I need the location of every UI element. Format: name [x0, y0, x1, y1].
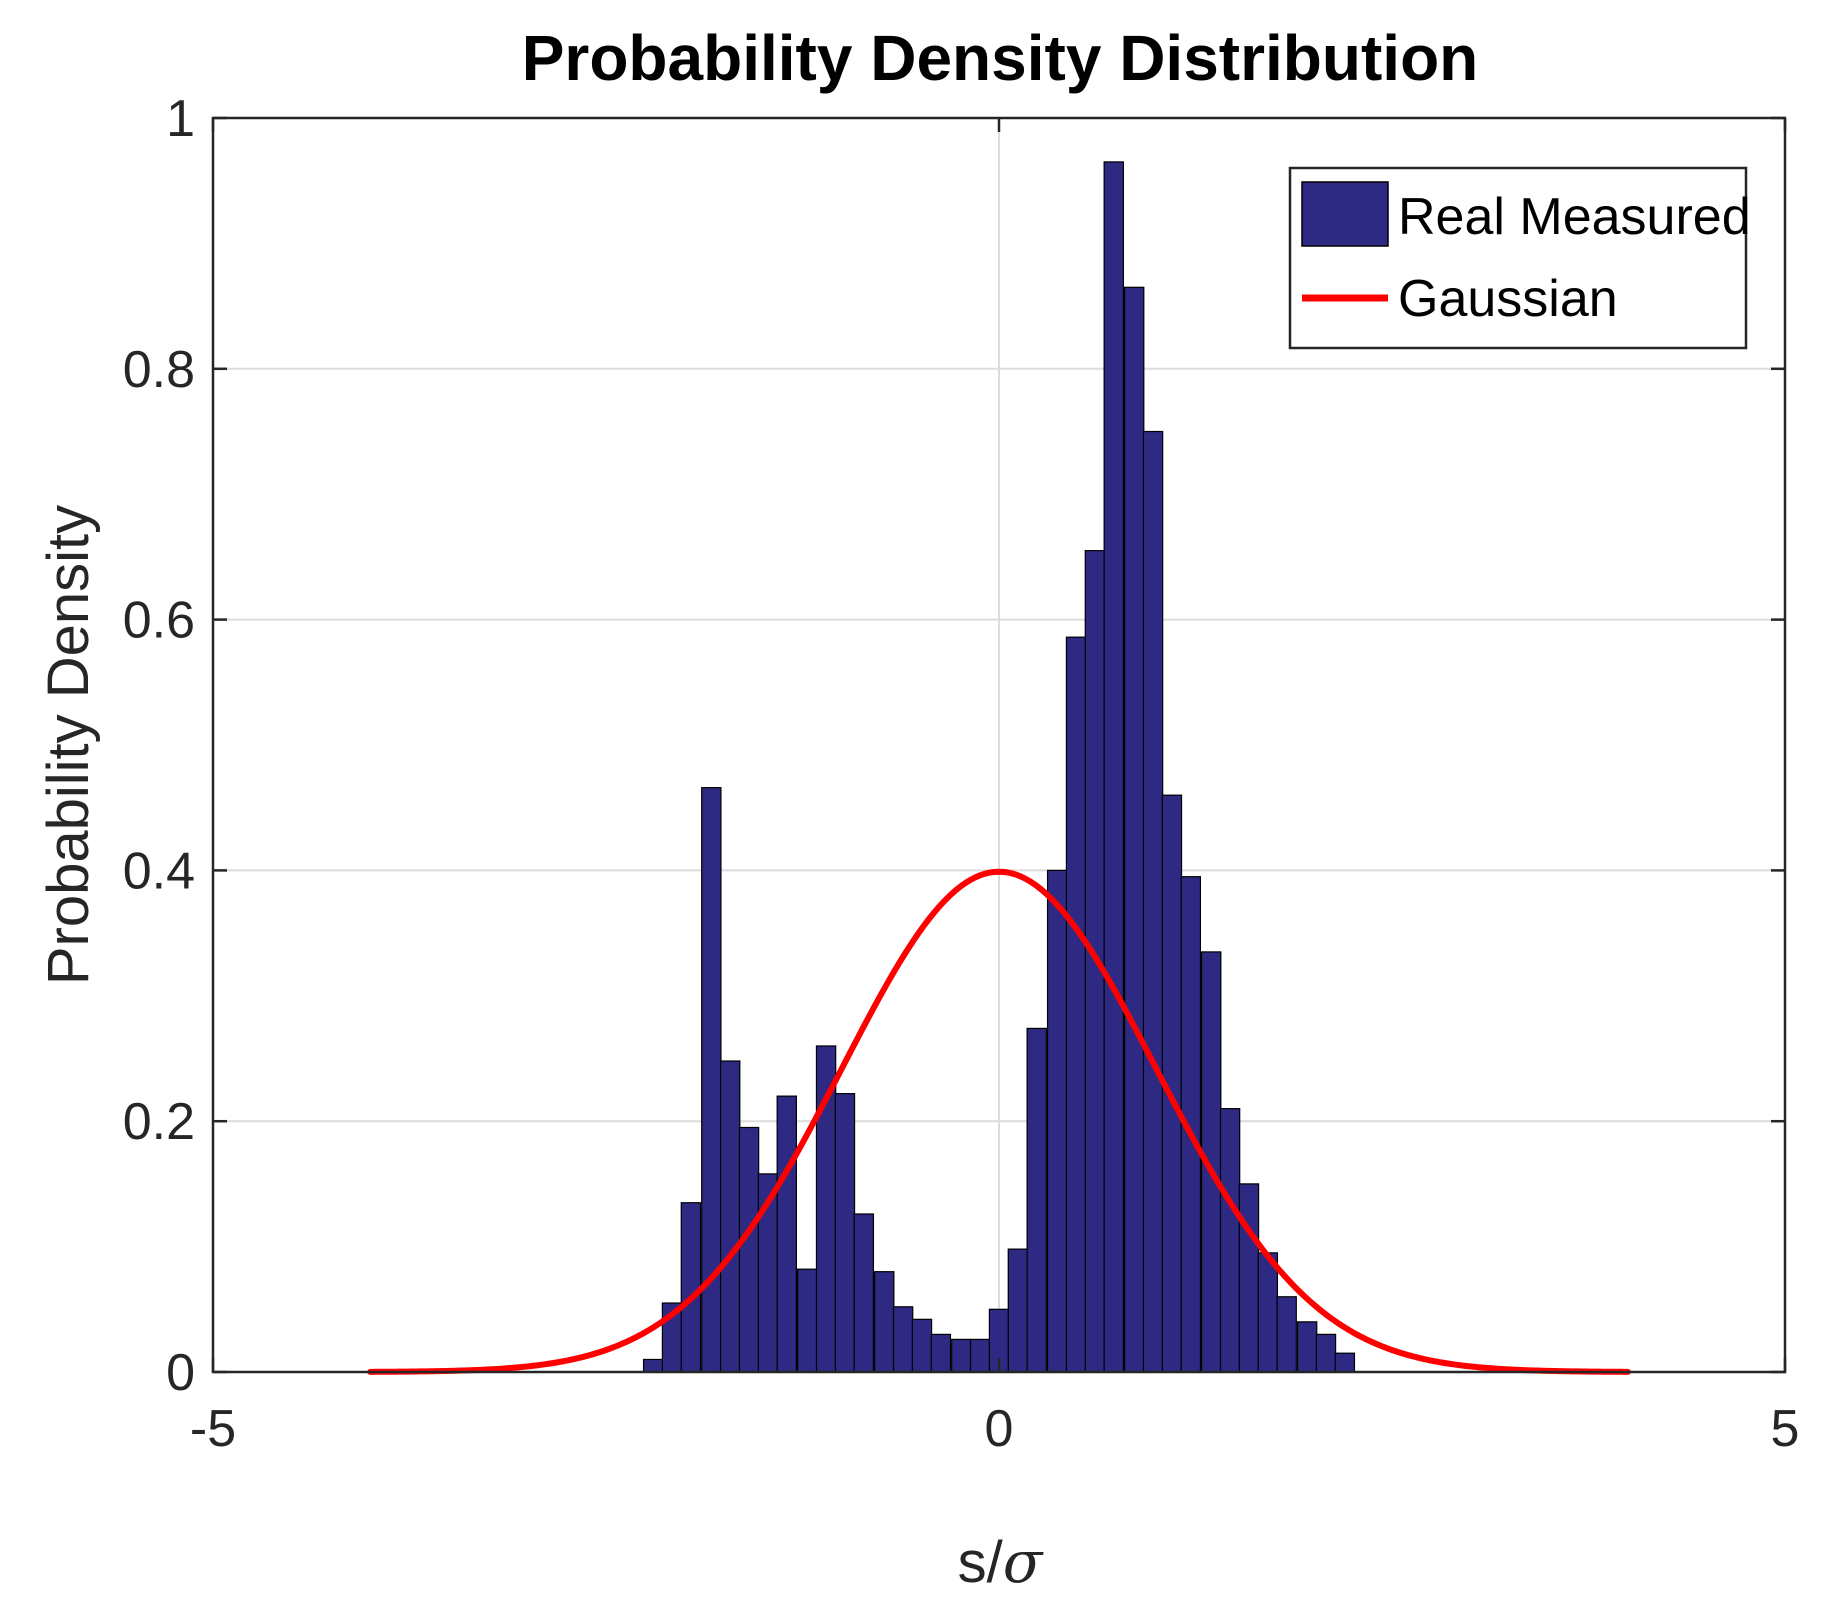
legend-swatch-real-measured — [1301, 181, 1389, 247]
histogram-bar — [951, 1338, 972, 1373]
gaussian-curve — [367, 868, 1631, 1375]
histogram-bar — [930, 1333, 952, 1373]
histogram-bar — [796, 1268, 818, 1373]
histogram-bar — [680, 1202, 702, 1373]
histogram-bar — [1026, 1027, 1047, 1373]
histogram-bar — [1007, 1248, 1029, 1373]
chart-title: Probability Density Distribution — [522, 22, 1479, 94]
y-axis-tick-labels: 0 0.2 0.4 0.6 0.8 1 — [123, 90, 195, 1402]
histogram-bar — [1123, 286, 1145, 1373]
histogram-bar — [1103, 161, 1124, 1373]
legend: Real Measured Gaussian — [1288, 166, 1751, 350]
histogram-bar — [719, 1060, 741, 1373]
histogram-bar — [892, 1306, 914, 1373]
y-tick-label: 0.2 — [123, 1093, 195, 1151]
y-tick-label: 0.6 — [123, 592, 195, 650]
histogram-bar — [1238, 1183, 1260, 1373]
y-tick-label: 0 — [166, 1344, 195, 1402]
legend-label-real-measured: Real Measured — [1398, 188, 1751, 246]
histogram-bar — [776, 1095, 798, 1373]
x-tick-label: 0 — [985, 1400, 1014, 1458]
histogram-bar — [911, 1318, 933, 1373]
histogram-bar — [642, 1358, 664, 1373]
y-tick-label: 0.8 — [123, 341, 195, 399]
x-axis-label: s/σ — [958, 1528, 1044, 1596]
y-tick-label: 1 — [166, 90, 195, 148]
histogram-bar — [874, 1271, 895, 1373]
histogram-bar — [1046, 869, 1068, 1373]
histogram-bar — [1257, 1252, 1279, 1373]
x-axis-label-sigma: σ — [1003, 1528, 1044, 1596]
histogram-bar — [1276, 1296, 1297, 1373]
histogram-bar — [853, 1213, 875, 1373]
x-tick-label: 5 — [1771, 1400, 1800, 1458]
histogram-bar — [1219, 1108, 1241, 1373]
x-tick-label: -5 — [190, 1400, 236, 1458]
histogram-bar — [1315, 1333, 1337, 1373]
histogram-bar — [738, 1126, 760, 1373]
histogram-bar — [969, 1338, 991, 1373]
y-axis-label: Probability Density — [36, 505, 101, 985]
histogram-bar — [1065, 636, 1087, 1373]
histogram-bar — [1296, 1321, 1318, 1373]
y-tick-label: 0.4 — [123, 842, 195, 900]
histogram-bar — [834, 1093, 856, 1373]
histogram-bar — [1334, 1352, 1356, 1373]
histogram-bar — [1142, 430, 1164, 1373]
x-axis-tick-labels: -5 0 5 — [190, 1400, 1800, 1458]
axis-ticks — [211, 116, 1787, 1374]
legend-label-gaussian: Gaussian — [1398, 270, 1618, 328]
x-axis-label-main: s/ — [958, 1530, 1004, 1595]
